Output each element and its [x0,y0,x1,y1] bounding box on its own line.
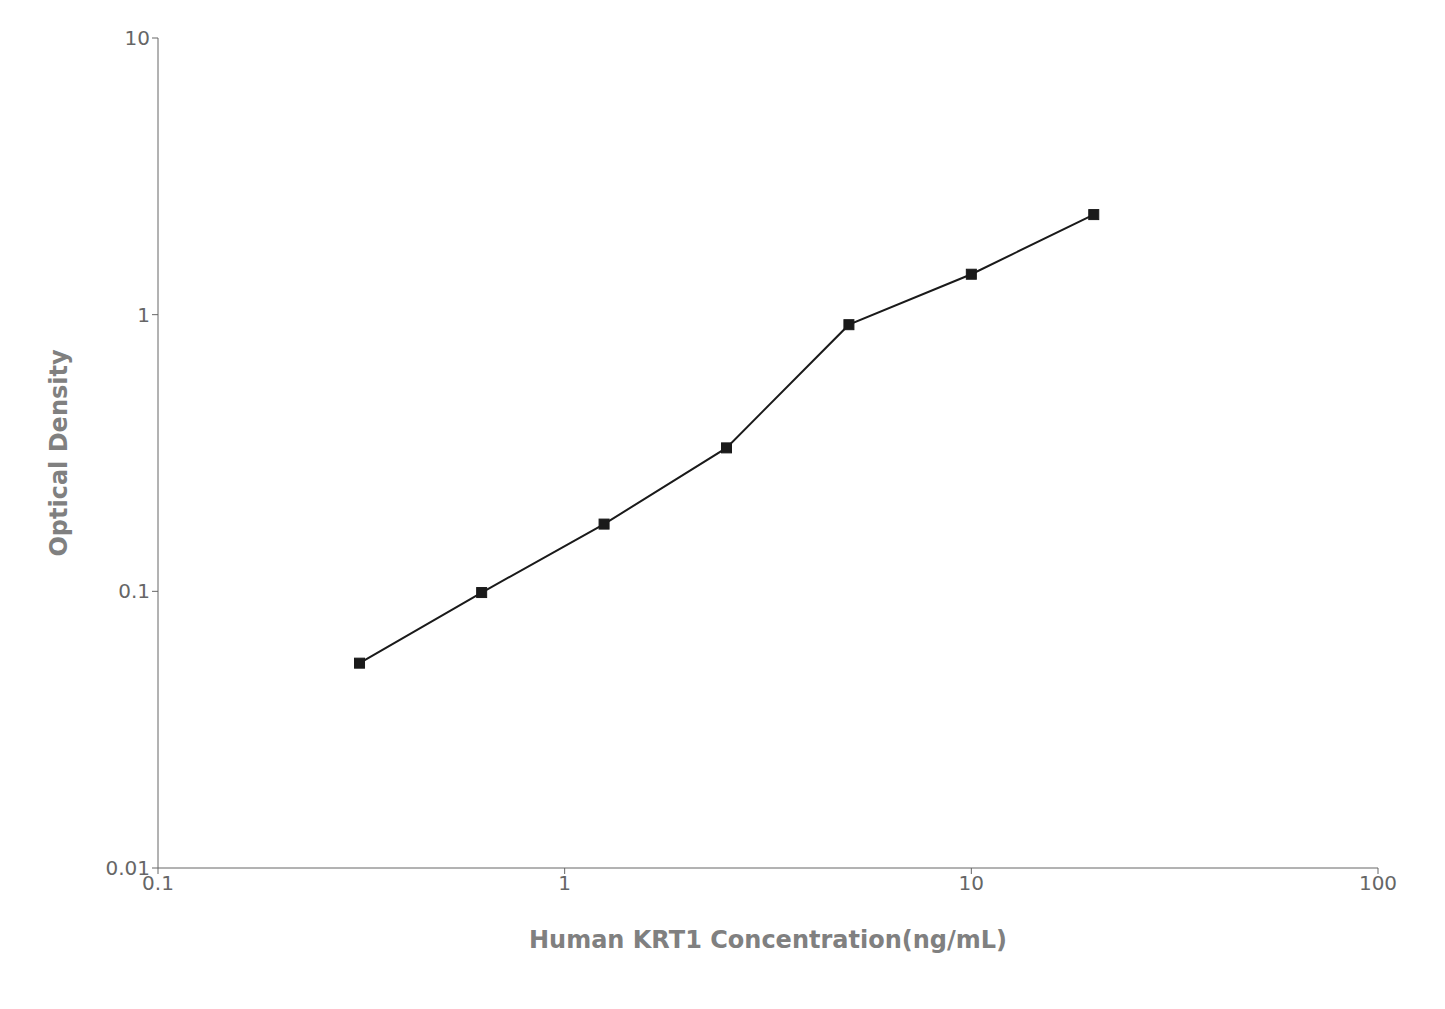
svg-text:100: 100 [1359,871,1397,895]
svg-text:0.1: 0.1 [118,579,150,603]
svg-text:1: 1 [137,303,150,327]
svg-text:0.1: 0.1 [142,871,174,896]
svg-text:0.01: 0.01 [105,856,150,880]
svg-text:10: 10 [125,26,150,50]
svg-text:Human KRT1 Concentration(ng/mL: Human KRT1 Concentration(ng/mL) [529,926,1007,954]
svg-text:1: 1 [558,871,571,895]
svg-text:Optical Density: Optical Density [45,349,73,557]
svg-text:10: 10 [959,871,984,895]
